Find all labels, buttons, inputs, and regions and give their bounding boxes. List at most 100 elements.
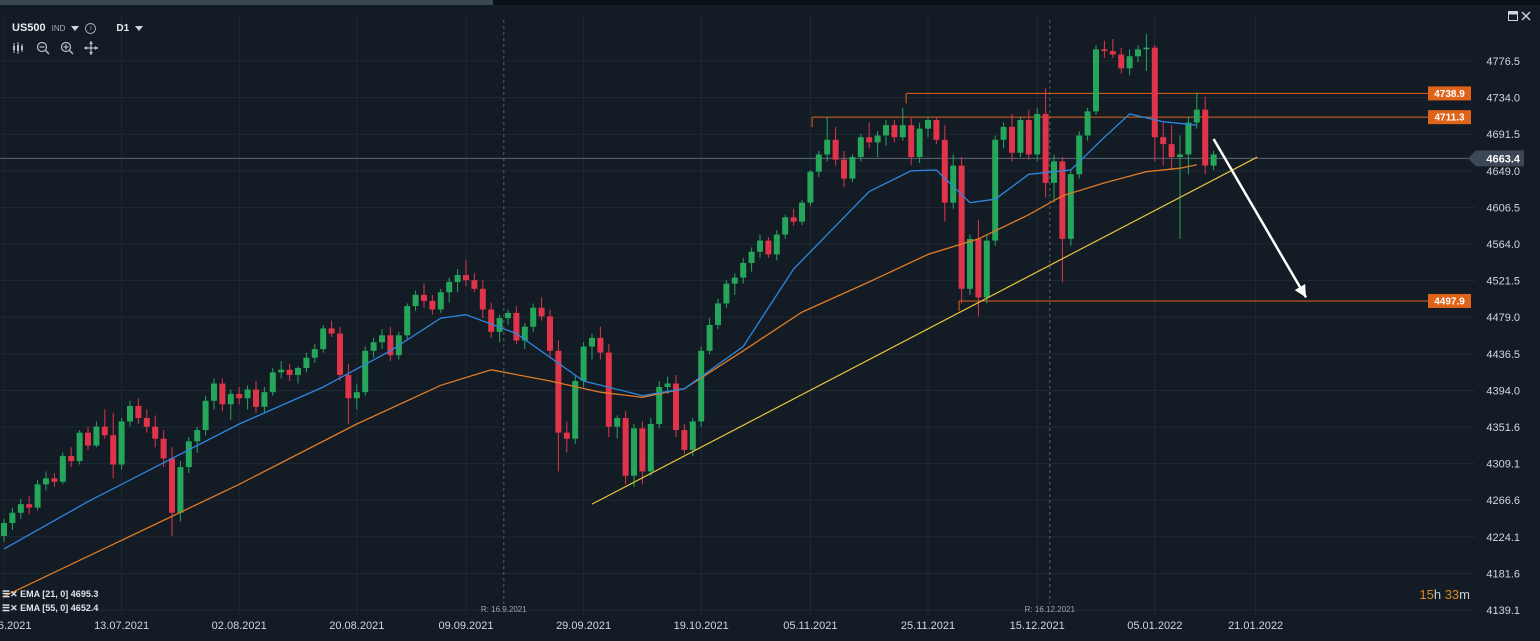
candle-body [1168,144,1175,158]
candle-body [1,523,7,537]
current-price-label: 4663.4 [1486,153,1521,165]
candle-body [782,217,789,235]
candle-body [622,418,629,476]
x-tick-label: 21.01.2022 [1228,620,1283,632]
candle-body [723,283,730,304]
ema21-legend[interactable]: ☰✕ EMA [21, 0] 4695.3 [2,589,98,600]
candle-body [110,435,117,465]
candle-body [1202,109,1209,166]
level-label: 4738.9 [1434,89,1465,100]
chart-toolbar: US500 IND i D1 [12,20,144,36]
candle-body [320,328,327,350]
candle-body [1034,113,1041,155]
active-tab[interactable] [0,0,493,5]
y-tick-label: 4181.6 [1486,568,1520,580]
y-tick-label: 4564.0 [1486,239,1520,251]
zoom-out-icon[interactable] [36,41,50,55]
candle-body [547,316,553,351]
candle-body [1210,154,1217,166]
crosshair-icon[interactable] [84,41,98,55]
window-tabbar [0,0,1540,5]
level-label-bg [1428,110,1471,125]
maximize-icon[interactable] [1508,11,1518,24]
candle-body [194,430,201,442]
candle-body [1185,122,1192,155]
candle-body [883,125,889,136]
timeframe-chevron-down-icon[interactable] [135,25,144,31]
candle-body [412,294,419,307]
level-label: 4497.9 [1434,296,1465,307]
candle-body [790,217,797,222]
chevron-down-icon[interactable] [71,25,80,31]
x-tick-label: 25.11.2021 [901,620,955,632]
candle-body [748,251,755,263]
candle-body [521,326,528,341]
candle-body [773,234,780,255]
candle-body [967,238,973,289]
candle-body [647,424,654,472]
y-tick-label: 4649.0 [1486,166,1520,178]
candle-body [169,458,175,513]
indicators-icon[interactable] [12,41,26,55]
x-tick-label: 23.06.2021 [0,620,32,632]
candle-body [698,350,705,422]
candle-body [328,328,335,334]
candle-body [891,125,898,138]
ema55-legend-label: EMA [55, 0] 4652.4 [20,603,99,613]
candle-body [9,512,16,524]
candle-body [807,171,814,203]
ema55-legend[interactable]: ☰✕ EMA [55, 0] 4652.4 [2,603,98,614]
zoom-in-icon[interactable] [60,41,74,55]
candle-body [614,418,621,427]
candle-body [34,484,41,508]
candle-body [681,430,688,450]
ema55-settings-icon[interactable]: ☰✕ [2,603,18,613]
current-price-tag [1468,150,1524,167]
trendline [591,156,1258,505]
candle-body [841,159,847,179]
candle-body [605,352,612,427]
symbol-label[interactable]: US500 [12,22,46,34]
candle-body [1135,49,1141,57]
candle-body [295,368,301,375]
candle-body [505,312,511,319]
y-axis: 4776.5 4734.0 4691.5 4649.0 4606.5 4564.0 4521… [1468,56,1524,617]
timer-minutes-unit: m [1459,587,1470,602]
candle-body [429,300,436,310]
horizontal-levels: 4738.9 4711.3 4497.9 [0,86,1471,311]
candle-body [278,369,285,373]
close-icon[interactable] [1521,11,1531,24]
ema-lines [3,113,1197,597]
candle-body [387,335,394,356]
candle-body [530,307,537,327]
rollover-label: R: 16.12.2021 [1025,605,1076,614]
candle-body [715,303,721,325]
x-tick-label: 19.10.2021 [674,620,729,632]
candle-body [1109,51,1116,55]
candle-body [1059,161,1066,239]
candle-body [43,478,49,485]
timeframe-selector[interactable]: D1 [116,22,130,34]
candle-body [866,137,873,143]
candle-body [236,393,243,399]
y-tick-label: 4606.5 [1486,202,1520,214]
y-tick-label: 4436.5 [1486,349,1520,361]
y-tick-label: 4734.0 [1486,93,1520,105]
info-icon[interactable]: i [85,22,97,34]
candle-body [639,428,646,472]
ema21-settings-icon[interactable]: ☰✕ [2,589,18,599]
x-tick-label: 29.09.2021 [556,620,611,632]
trendline-group[interactable] [591,138,1308,505]
rollover-label: R: 16.9.2021 [481,605,527,614]
candle-body [1193,109,1200,123]
candle-body [1084,111,1091,136]
candle-body [1101,49,1108,52]
candle-body [706,324,713,351]
candle-body [992,139,999,241]
candle-body [286,369,293,375]
candle-body [379,335,385,343]
candle-body [849,157,856,179]
candle-body [68,455,75,462]
candle-body [177,467,184,513]
